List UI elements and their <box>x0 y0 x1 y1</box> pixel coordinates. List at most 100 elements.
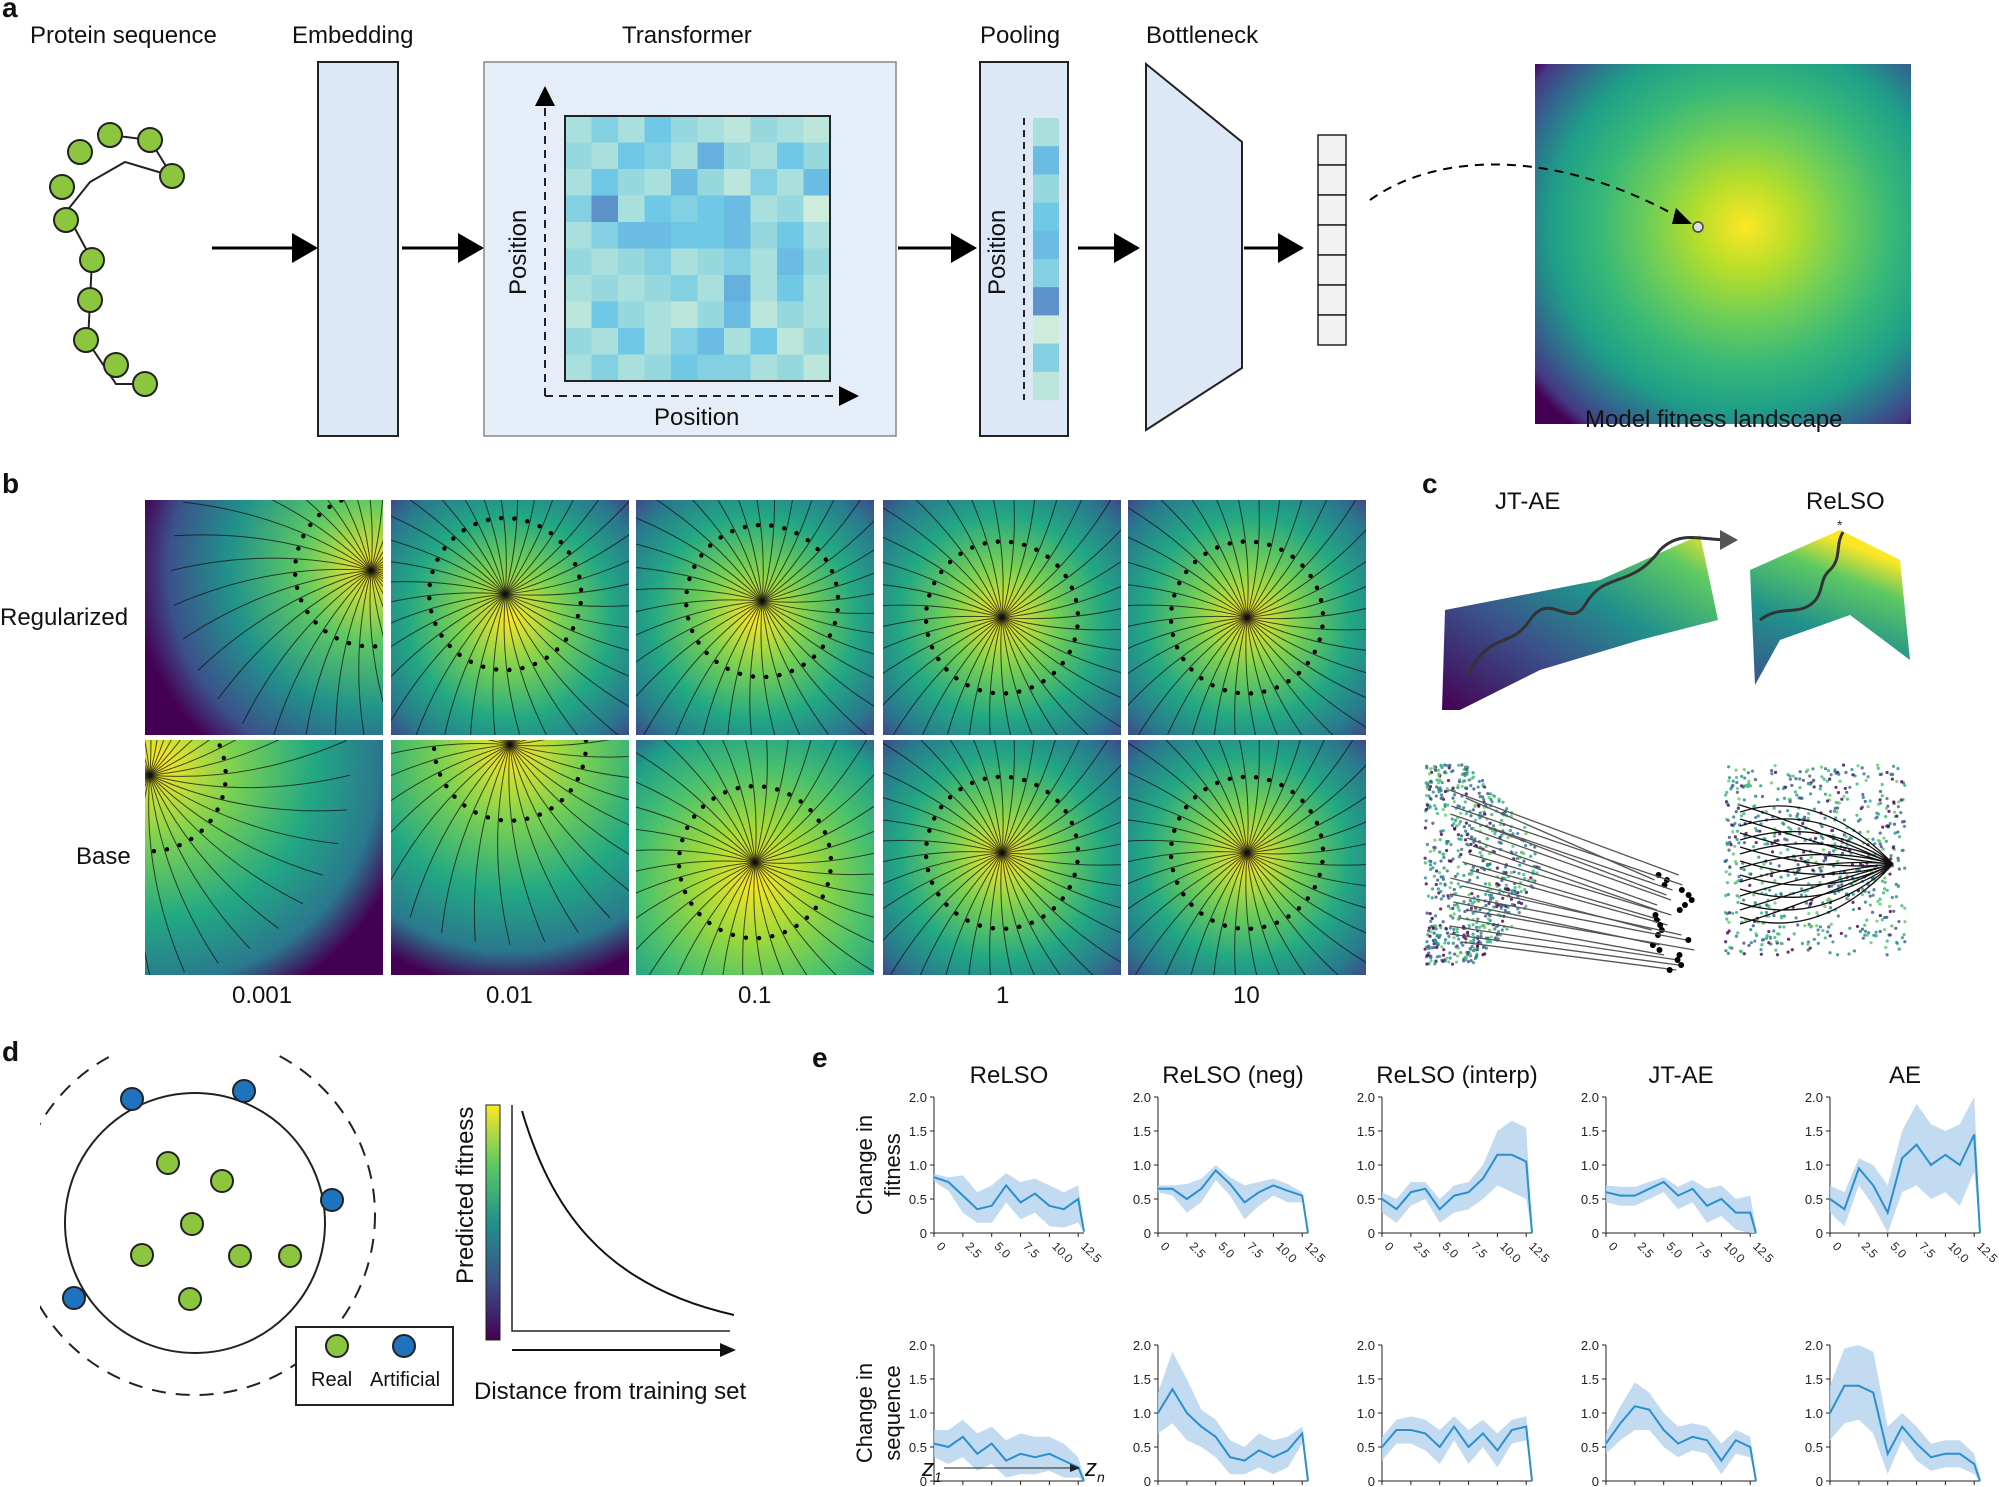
streamline <box>509 740 611 747</box>
streamline <box>504 593 619 735</box>
cloud-point <box>1465 767 1469 771</box>
streamline <box>737 500 763 602</box>
cloud-point <box>1827 897 1831 901</box>
heatmap-cell <box>618 116 645 143</box>
streamline-arrow <box>977 923 983 928</box>
cloud-point <box>1429 767 1433 771</box>
streamline-arrow <box>189 836 194 842</box>
cloud-point <box>1866 830 1870 834</box>
heatmap-cell <box>618 142 645 170</box>
cloud-point <box>1835 953 1840 957</box>
cloud-point <box>1448 926 1452 930</box>
streamline-arrow <box>1017 689 1022 694</box>
streamline-arrow <box>1192 795 1198 800</box>
streamline-arrow <box>1041 678 1046 684</box>
streamline <box>504 500 535 595</box>
cloud-point <box>1762 862 1766 866</box>
streamline-arrow <box>1051 670 1057 676</box>
cloud-point <box>1874 934 1878 938</box>
distance-arrowhead <box>720 1343 736 1357</box>
streamline-arrow <box>969 780 975 786</box>
cloud-point <box>1724 949 1728 953</box>
streamline-arrow <box>75 751 79 755</box>
streamline-arrow <box>1189 667 1194 672</box>
confidence-band <box>1158 1351 1308 1481</box>
cloud-point <box>1736 900 1740 904</box>
cloud-point <box>1823 792 1828 796</box>
cloud-point <box>1440 780 1444 785</box>
cloud-point <box>1471 826 1475 831</box>
flow-field-tile <box>391 500 629 735</box>
streamline <box>761 600 874 707</box>
cloud-point <box>1428 796 1433 801</box>
cloud-point <box>1425 940 1429 944</box>
streamline <box>762 549 874 602</box>
cloud-point <box>1873 842 1877 846</box>
cloud-point <box>1735 910 1739 915</box>
cloud-point <box>1467 843 1471 847</box>
heatmap-cell <box>565 354 592 382</box>
streamline-arrow <box>730 932 736 938</box>
streamline <box>271 500 372 571</box>
cloud-point <box>1453 827 1457 831</box>
cloud-point <box>1462 825 1466 829</box>
streamline <box>1128 772 1248 854</box>
streamline <box>170 557 372 571</box>
series-line <box>1157 1387 1309 1482</box>
cloud-point <box>1855 782 1859 786</box>
cloud-point <box>1801 821 1805 826</box>
streamline-arrow <box>929 880 935 885</box>
streamline <box>145 764 151 776</box>
cloud-point <box>1457 763 1461 767</box>
streamline <box>1246 617 1366 631</box>
cloud-point <box>1459 885 1463 889</box>
heatmap-cell <box>697 195 725 223</box>
streamline-arrow <box>1174 645 1180 650</box>
cloud-trajectory <box>1472 845 1658 911</box>
x-tick-label: 2.5 <box>1411 1239 1433 1261</box>
streamline-arrow <box>480 664 486 669</box>
streamline <box>273 570 372 735</box>
real-point <box>156 1151 180 1175</box>
cloud-point <box>1509 871 1513 875</box>
cloud-point <box>1468 878 1472 882</box>
cloud-point <box>1867 931 1871 935</box>
streamline <box>1001 843 1121 855</box>
streamline <box>1213 852 1248 975</box>
col-label-1: 1 <box>996 982 1010 1009</box>
streamline <box>761 600 874 679</box>
streamline <box>892 617 1003 735</box>
streamline-arrow <box>221 755 226 761</box>
cloud-point <box>1764 910 1769 915</box>
streamline-arrow <box>199 828 204 833</box>
cloud-point <box>1807 911 1811 916</box>
y-tick-label: 2.0 <box>1133 1090 1151 1105</box>
cloud-point <box>1820 824 1824 829</box>
streamline <box>636 600 763 663</box>
streamline-arrow <box>437 772 443 777</box>
streamline <box>1128 584 1248 618</box>
streamline-arrow <box>707 543 713 548</box>
cloud-point <box>1863 799 1867 804</box>
cloud-endpoint <box>1678 962 1685 968</box>
cloud-point <box>1479 934 1483 939</box>
cloud-point <box>1462 873 1466 878</box>
streamline-arrow <box>96 718 100 722</box>
cloud-point <box>1869 941 1873 945</box>
heatmap-cell <box>644 142 672 170</box>
streamline-arrow <box>925 632 931 637</box>
cloud-point <box>1428 849 1432 854</box>
streamline <box>182 570 372 640</box>
streamline-arrow <box>164 847 170 852</box>
streamline <box>483 500 506 595</box>
cloud-point <box>1531 878 1535 882</box>
cloud-point <box>1811 767 1815 771</box>
streamline-arrow <box>572 561 578 567</box>
series-line <box>933 1176 1085 1232</box>
cloud-point <box>1460 772 1464 777</box>
cloud-point <box>1821 848 1826 852</box>
streamline-arrow <box>1073 598 1079 603</box>
streamline <box>504 593 547 735</box>
cloud-point <box>1445 787 1449 791</box>
